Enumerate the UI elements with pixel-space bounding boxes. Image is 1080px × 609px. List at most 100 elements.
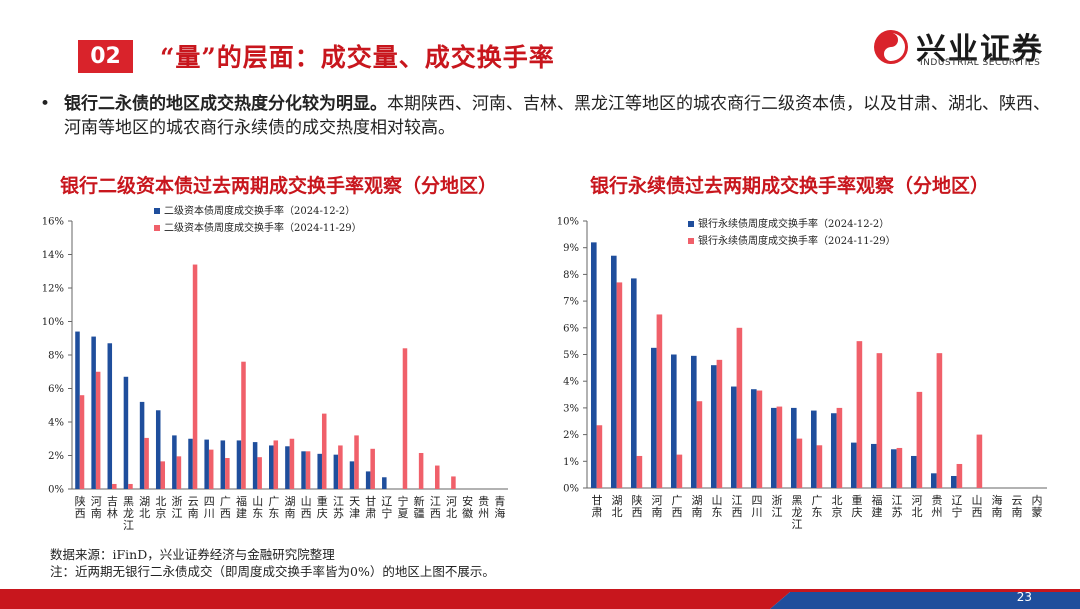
x-tick-label: 福建 [236,494,247,520]
y-tick-label: 12% [42,284,64,295]
bar-previous [257,457,262,489]
logo-english-name: INDUSTRIAL SECURITIES [920,58,1041,68]
bar-current [791,407,797,488]
bar-current [771,407,777,488]
bar-current [220,440,226,489]
x-tick-label: 山西 [972,494,983,519]
page-title: “量”的层面：成交量、成交换手率 [160,43,555,72]
x-tick-label: 山西 [301,495,312,520]
bar-current [651,347,657,488]
bar-current [591,242,597,488]
bar-current [382,477,387,489]
y-tick-label: 9% [563,243,579,254]
bar-previous [856,341,863,488]
x-tick-label: 四川 [752,494,763,519]
bar-previous [796,438,803,488]
x-tick-label: 北京 [832,494,843,519]
perpetual-bond-chart: 0% 1% 2% 3% 4% 5% 6% 7% 8% 9% 10% 甘肃湖北陕西河南广西湖南山东江西四… [557,217,1047,531]
legend-swatch-previous [688,238,694,244]
bar-current [711,365,717,488]
x-tick-label: 云南 [1012,494,1023,519]
logo-mark-icon [874,30,908,64]
x-tick-label: 青海 [494,495,505,520]
x-tick-label: 广西 [220,495,231,520]
bar-previous [160,461,166,489]
bar-current [751,389,757,488]
bar-previous [273,440,279,489]
x-tick-label: 江苏 [892,494,903,519]
bar-previous [756,390,763,488]
x-tick-label: 河南 [652,494,663,519]
bar-previous [636,455,643,488]
y-tick-label: 6% [48,384,64,395]
y-tick-label: 2% [563,430,579,441]
logo-chinese-name: 兴业证券 [916,32,1044,67]
bar-current [349,461,355,489]
legend-label-current: 二级资本债周度成交换手率（2024-12-2） [164,204,355,217]
bar-previous [128,483,133,489]
bar-current [671,354,677,488]
page-number: 23 [1016,590,1032,604]
legend-swatch-previous [154,225,160,231]
footer-bar [0,589,1080,609]
bar-current [731,386,737,488]
y-tick-label: 10% [557,217,579,228]
bar-previous [696,401,703,488]
bar-previous [418,452,424,489]
x-tick-label: 北京 [155,495,166,520]
x-tick-label: 广东 [812,494,823,519]
bar-previous [435,465,440,489]
bar-current [139,401,145,489]
x-tick-label: 海南 [992,493,1003,519]
x-tick-label: 云南 [188,495,199,520]
x-tick-label: 贵州 [478,495,489,520]
x-tick-label: 浙江 [171,495,182,520]
y-tick-label: 3% [563,403,579,414]
bar-current [107,343,113,489]
legend-label-previous: 银行永续债周度成交换手率（2024-11-29） [698,234,896,247]
x-tick-label: 重庆 [852,493,863,519]
bar-previous [112,483,117,489]
bar-current [269,445,274,489]
bar-previous [616,282,623,488]
bar-previous [241,361,246,489]
x-tick-label: 浙江 [772,494,783,519]
bar-previous [321,413,327,489]
y-tick-label: 5% [563,350,579,361]
x-tick-label: 重庆 [317,494,328,520]
x-tick-label: 河北 [446,495,457,520]
legend-swatch-current [688,221,694,227]
bar-current [301,451,306,489]
bar-current [951,475,957,488]
x-tick-label: 宁夏 [398,494,409,520]
x-tick-label: 贵州 [932,494,943,519]
bar-previous [370,448,375,489]
bar-current [871,443,877,488]
section-number-badge: 02 [78,40,133,73]
bar-previous [225,458,230,489]
bar-current [188,438,193,489]
legend-label-current: 银行永续债周度成交换手率（2024-12-2） [698,217,889,230]
x-tick-label: 黑龙江 [792,494,803,531]
x-tick-label: 天津 [349,495,360,520]
y-tick-label: 8% [48,351,64,362]
x-tick-label: 甘肃 [592,494,603,519]
bar-previous [192,264,198,489]
bar-current [831,413,837,488]
x-tick-label: 陕西 [75,494,86,520]
bullet-dot-icon: • [40,94,51,114]
x-tick-label: 湖南 [692,494,703,519]
bar-previous [876,353,883,488]
bar-previous [736,327,743,488]
y-tick-label: 10% [42,317,64,328]
bar-current [252,442,258,489]
bar-previous [916,391,923,488]
bar-previous [402,348,408,489]
x-tick-label: 山东 [712,494,723,519]
bar-current [333,454,339,489]
x-tick-label: 江西 [430,495,441,520]
x-tick-label: 广东 [268,495,279,520]
bar-current [204,439,209,489]
chart-title-tier2: 银行二级资本债过去两期成交换手率观察（分地区） [60,175,498,197]
y-tick-label: 7% [563,297,579,308]
